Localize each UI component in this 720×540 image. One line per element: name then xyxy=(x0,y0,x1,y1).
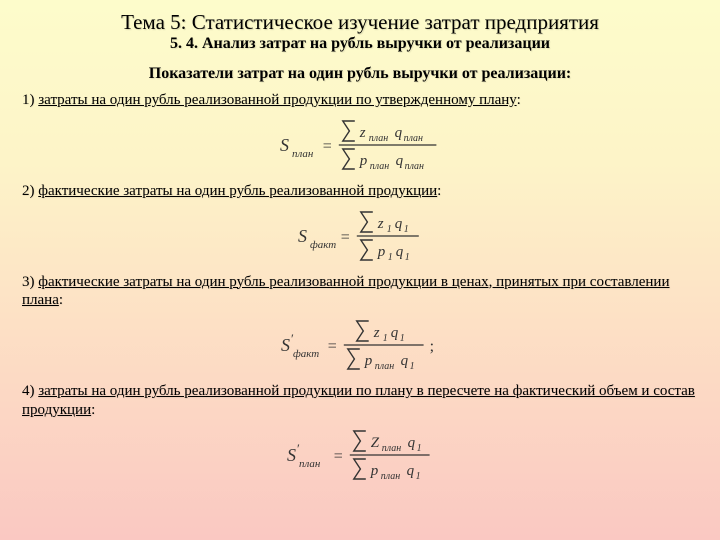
svg-text:′: ′ xyxy=(291,331,294,346)
item-text: фактические затраты на один рубль реализ… xyxy=(38,183,437,199)
list-item: 4) затраты на один рубль реализованной п… xyxy=(22,382,700,420)
svg-text:план: план xyxy=(299,457,321,469)
svg-text:S: S xyxy=(281,335,290,355)
svg-text:факт: факт xyxy=(310,238,336,250)
svg-text:план: план xyxy=(374,361,393,372)
item-prefix: 2) xyxy=(22,183,38,199)
list-item: 2) фактические затраты на один рубль реа… xyxy=(22,182,700,201)
svg-text:z: z xyxy=(376,216,383,232)
item-prefix: 4) xyxy=(22,383,38,399)
svg-text:1: 1 xyxy=(403,224,408,235)
svg-text:1: 1 xyxy=(404,251,409,262)
svg-text:;: ; xyxy=(429,338,433,355)
svg-text:S: S xyxy=(280,135,289,155)
item-suffix: : xyxy=(437,183,441,199)
section-heading: Показатели затрат на один рубль выручки … xyxy=(0,65,720,83)
svg-text:q: q xyxy=(406,462,414,478)
svg-text:S: S xyxy=(298,225,307,245)
svg-text:план: план xyxy=(380,470,399,481)
svg-text:1: 1 xyxy=(387,251,392,262)
item-text: затраты на один рубль реализованной прод… xyxy=(38,92,516,108)
svg-text:q: q xyxy=(407,435,415,451)
svg-text:q: q xyxy=(400,353,408,369)
item-suffix: : xyxy=(517,92,521,108)
svg-text:1: 1 xyxy=(386,224,391,235)
svg-text:план: план xyxy=(404,161,423,172)
svg-text:=: = xyxy=(334,447,343,464)
svg-text:z: z xyxy=(359,125,366,141)
formula: Sплан=zпланqпланpпланqплан xyxy=(0,116,720,174)
item-prefix: 1) xyxy=(22,92,38,108)
svg-text:факт: факт xyxy=(293,348,319,360)
formula: S′план=Zпланq1pпланq1 xyxy=(0,426,720,484)
item-text: затраты на один рубль реализованной прод… xyxy=(22,383,695,418)
svg-text:z: z xyxy=(372,325,379,341)
svg-text:q: q xyxy=(394,216,402,232)
svg-text:1: 1 xyxy=(399,333,404,344)
svg-text:q: q xyxy=(394,125,402,141)
svg-text:q: q xyxy=(395,153,403,169)
svg-text:план: план xyxy=(292,148,314,160)
topic-title: Тема 5: Статистическое изучение затрат п… xyxy=(0,0,720,35)
svg-text:=: = xyxy=(328,338,337,355)
svg-text:=: = xyxy=(323,138,332,155)
svg-text:план: план xyxy=(369,133,388,144)
svg-text:Z: Z xyxy=(370,435,379,451)
list-item: 3) фактические затраты на один рубль реа… xyxy=(22,273,700,311)
svg-text:′: ′ xyxy=(297,441,300,456)
item-suffix: : xyxy=(59,292,63,308)
svg-text:1: 1 xyxy=(382,333,387,344)
svg-text:1: 1 xyxy=(416,443,421,454)
item-text: фактические затраты на один рубль реализ… xyxy=(22,274,670,309)
svg-text:S: S xyxy=(287,444,296,464)
content-area: 1) затраты на один рубль реализованной п… xyxy=(0,91,720,484)
svg-text:p: p xyxy=(369,462,378,478)
item-prefix: 3) xyxy=(22,274,38,290)
svg-text:q: q xyxy=(390,325,398,341)
list-item: 1) затраты на один рубль реализованной п… xyxy=(22,91,700,110)
svg-text:p: p xyxy=(376,243,385,259)
svg-text:q: q xyxy=(395,243,403,259)
item-suffix: : xyxy=(91,402,95,418)
formula: Sфакт=z1q1p1q1 xyxy=(0,207,720,265)
svg-text:1: 1 xyxy=(409,361,414,372)
svg-text:p: p xyxy=(363,353,372,369)
svg-text:1: 1 xyxy=(415,470,420,481)
svg-text:план: план xyxy=(381,443,400,454)
topic-subtitle: 5. 4. Анализ затрат на рубль выручки от … xyxy=(0,35,720,53)
svg-text:=: = xyxy=(340,228,349,245)
svg-text:p: p xyxy=(359,153,368,169)
svg-text:план: план xyxy=(403,133,422,144)
svg-text:план: план xyxy=(370,161,389,172)
formula: S′факт=z1q1pпланq1; xyxy=(0,316,720,374)
